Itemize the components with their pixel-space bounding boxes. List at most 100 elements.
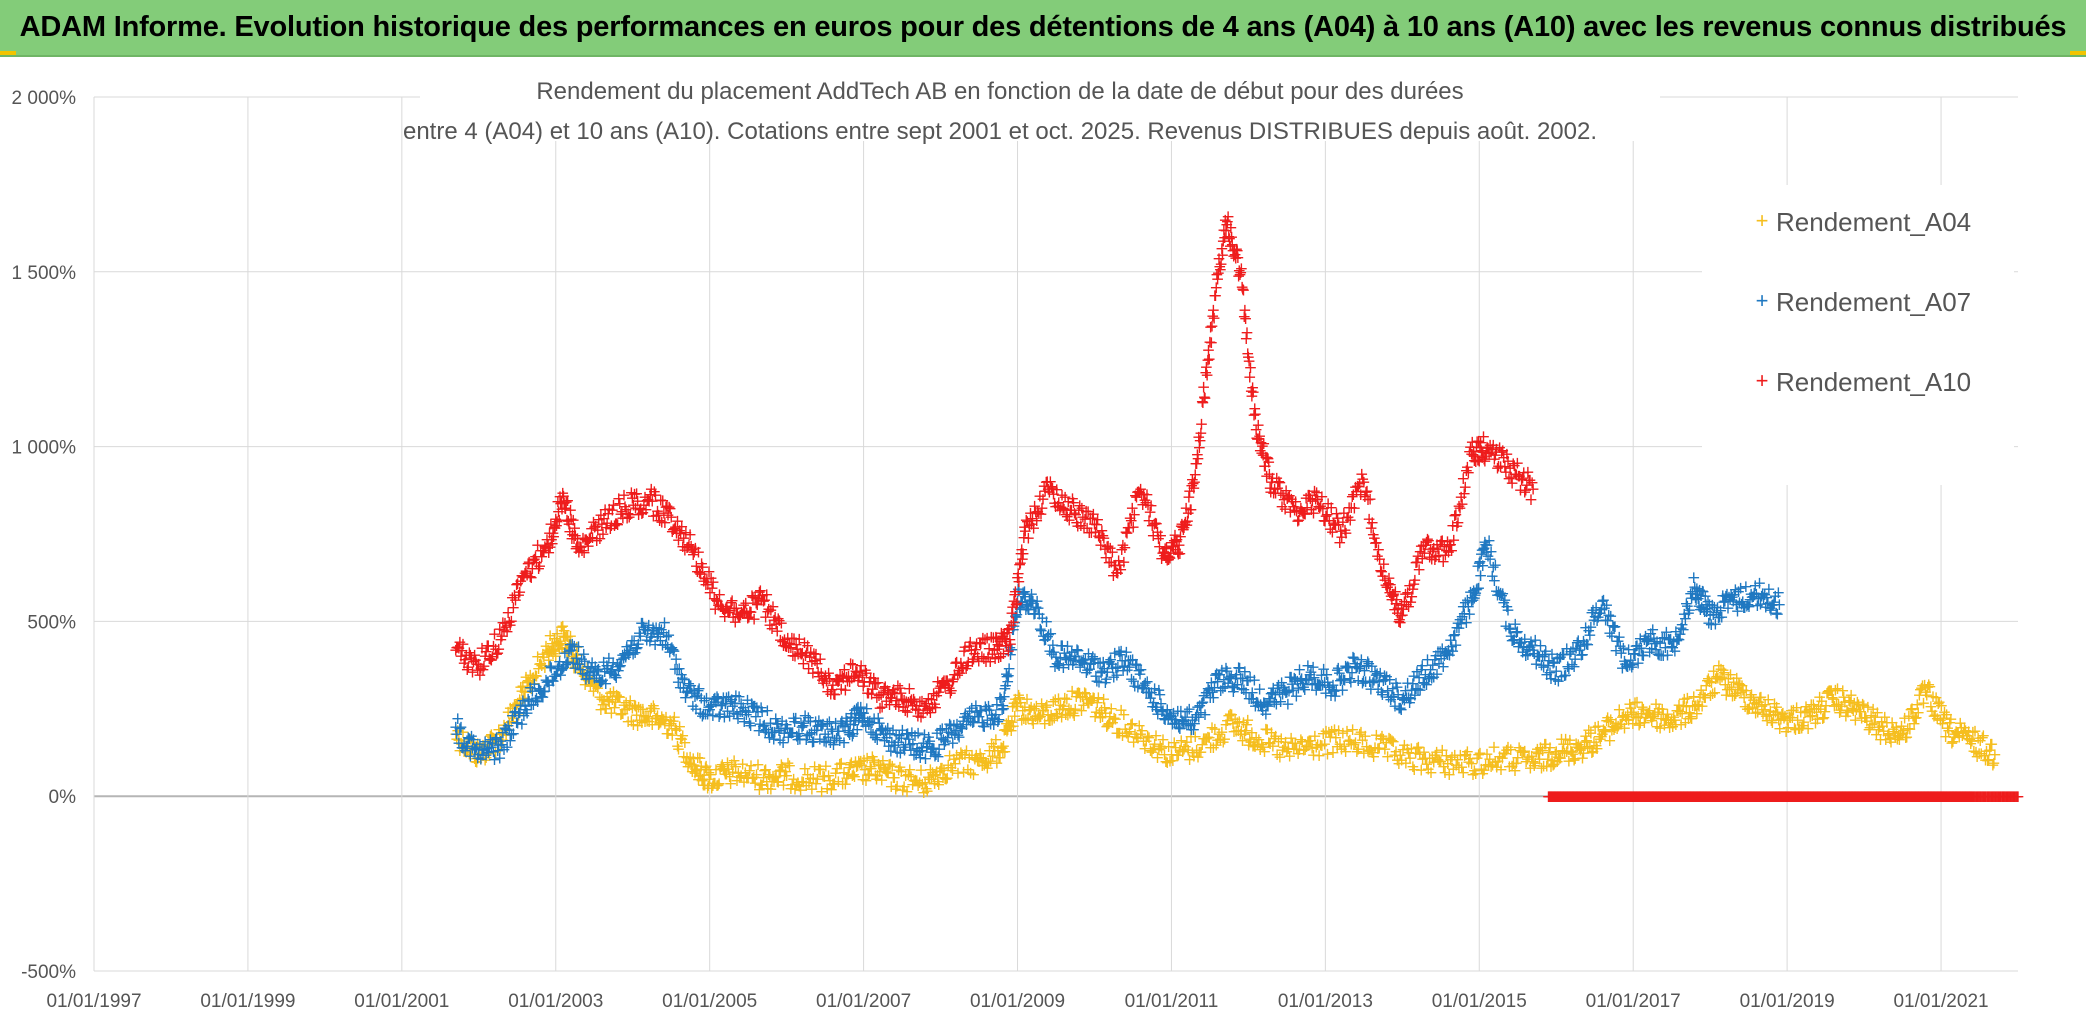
- data-point-fill: +: [1010, 594, 1024, 614]
- data-point-fill: +: [1243, 358, 1257, 378]
- data-point-fill: +: [500, 720, 514, 740]
- y-tick-label: 1 500%: [12, 263, 77, 284]
- legend-label-a04: Rendement_A04: [1776, 207, 1971, 237]
- data-point: +: [1988, 745, 2002, 765]
- data-point-fill: +: [998, 742, 1012, 762]
- banner-title: ADAM Informe. Evolution historique des p…: [20, 11, 2067, 44]
- data-point-fill: +: [521, 671, 535, 691]
- data-point: +: [495, 724, 509, 744]
- data-point-fill: +: [477, 737, 491, 757]
- x-tick-label: 01/01/2013: [1278, 991, 1373, 1012]
- data-point-fill: +: [498, 719, 512, 739]
- data-point: +: [449, 724, 463, 744]
- data-point-fill: +: [473, 744, 487, 764]
- data-point-fill: +: [1488, 556, 1502, 576]
- data-point-fill: +: [452, 731, 466, 751]
- data-point-fill: +: [1184, 500, 1198, 520]
- data-point-fill: +: [529, 667, 543, 687]
- data-point-fill: +: [506, 708, 520, 728]
- data-point-fill: +: [482, 744, 496, 764]
- data-point-fill: +: [483, 726, 497, 746]
- data-point-fill: +: [507, 695, 521, 715]
- y-tick-label: 500%: [27, 612, 76, 633]
- data-point-fill: +: [496, 731, 510, 751]
- data-point-fill: +: [536, 644, 550, 664]
- y-tick-label: 1 000%: [12, 438, 77, 459]
- data-point: +: [518, 682, 532, 702]
- data-point-fill: +: [535, 656, 549, 676]
- data-point-fill: +: [470, 752, 484, 772]
- data-point-fill: +: [467, 749, 481, 769]
- legend-marker-a04: +: [1756, 208, 1769, 233]
- corner-mark-right: [2070, 51, 2086, 55]
- data-point: +: [1526, 480, 1540, 500]
- y-tick-label: 0%: [49, 787, 77, 808]
- data-point-fill: +: [1173, 544, 1187, 564]
- data-point-fill: +: [492, 720, 506, 740]
- data-point-fill: +: [1006, 612, 1020, 632]
- data-point-fill: +: [471, 734, 485, 754]
- x-tick-label: 01/01/1997: [46, 991, 141, 1012]
- data-point-fill: +: [455, 734, 469, 754]
- data-point-fill: +: [486, 729, 500, 749]
- data-point-fill: +: [533, 654, 547, 674]
- data-point-fill: +: [539, 636, 553, 656]
- data-point-fill: +: [528, 666, 542, 686]
- x-tick-label: 01/01/2019: [1740, 991, 1835, 1012]
- legend-label-a10: Rendement_A10: [1776, 367, 1971, 397]
- data-point-fill: +: [522, 673, 536, 693]
- data-point-fill: +: [458, 738, 472, 758]
- data-point-fill: +: [475, 739, 489, 759]
- data-point-fill: +: [502, 713, 516, 733]
- series-rendement-a04: ++++++++++++++++++++++++++++++++++++++++…: [449, 616, 2002, 803]
- data-point-fill: +: [457, 742, 471, 762]
- banner: ADAM Informe. Evolution historique des p…: [0, 0, 2086, 57]
- y-tick-label: -500%: [21, 962, 76, 983]
- data-point-fill: +: [493, 725, 507, 745]
- data-point-fill: +: [464, 741, 478, 761]
- data-point-fill: +: [451, 721, 465, 741]
- data-point-fill: +: [1198, 705, 1212, 725]
- data-point-fill: +: [516, 677, 530, 697]
- data-point-fill: +: [519, 668, 533, 688]
- data-point-fill: +: [1234, 259, 1248, 279]
- data-point-fill: +: [503, 698, 517, 718]
- data-point-fill: +: [538, 658, 552, 678]
- data-point-fill: +: [484, 725, 498, 745]
- data-point-fill: +: [540, 643, 554, 663]
- x-tick-label: 01/01/2007: [816, 991, 911, 1012]
- data-point-fill: +: [494, 735, 508, 755]
- data-point-fill: +: [530, 647, 544, 667]
- legend-marker-a07: +: [1756, 288, 1769, 313]
- data-point-fill: +: [1363, 490, 1377, 510]
- data-point-fill: +: [499, 726, 513, 746]
- legend-marker-a10: +: [1756, 368, 1769, 393]
- data-point-fill: +: [456, 722, 470, 742]
- data-point-fill: +: [481, 735, 495, 755]
- x-tick-label: 01/01/2003: [508, 991, 603, 1012]
- data-point-fill: +: [1194, 415, 1208, 435]
- x-tick-label: 01/01/2017: [1586, 991, 1681, 1012]
- data-point-fill: +: [509, 695, 523, 715]
- y-tick-label: 2 000%: [12, 88, 77, 109]
- data-point-fill: +: [454, 734, 468, 754]
- data-point-fill: +: [512, 705, 526, 725]
- chart-area: -500% 0% 500% 1 000% 1 500% 2 000% 01/01/1997 0…: [0, 57, 2086, 1032]
- x-tick-label: 01/01/1999: [200, 991, 295, 1012]
- data-point-fill: +: [1236, 281, 1250, 301]
- data-point-fill: +: [505, 703, 519, 723]
- chart-svg: -500% 0% 500% 1 000% 1 500% 2 000% 01/01/1997 0…: [12, 63, 2026, 1012]
- chart-title-line-1: Rendement du placement AddTech AB en fon…: [536, 78, 1463, 105]
- data-point-fill: +: [491, 735, 505, 755]
- data-point-fill: +: [525, 668, 539, 688]
- data-point-fill: +: [460, 741, 474, 761]
- axis-layer: -500% 0% 500% 1 000% 1 500% 2 000% 01/01/1997 0…: [12, 88, 1989, 1012]
- data-point-fill: +: [517, 689, 531, 709]
- data-point-fill: +: [527, 674, 541, 694]
- points-layer: ++++++++++++++++++++++++++++++++++++++++…: [449, 207, 2026, 807]
- data-point-fill: +: [1003, 634, 1017, 654]
- data-point-fill: +: [520, 673, 534, 693]
- data-point-fill: +: [490, 728, 504, 748]
- data-point-fill: +: [511, 694, 525, 714]
- data-point-fill: +: [479, 748, 493, 768]
